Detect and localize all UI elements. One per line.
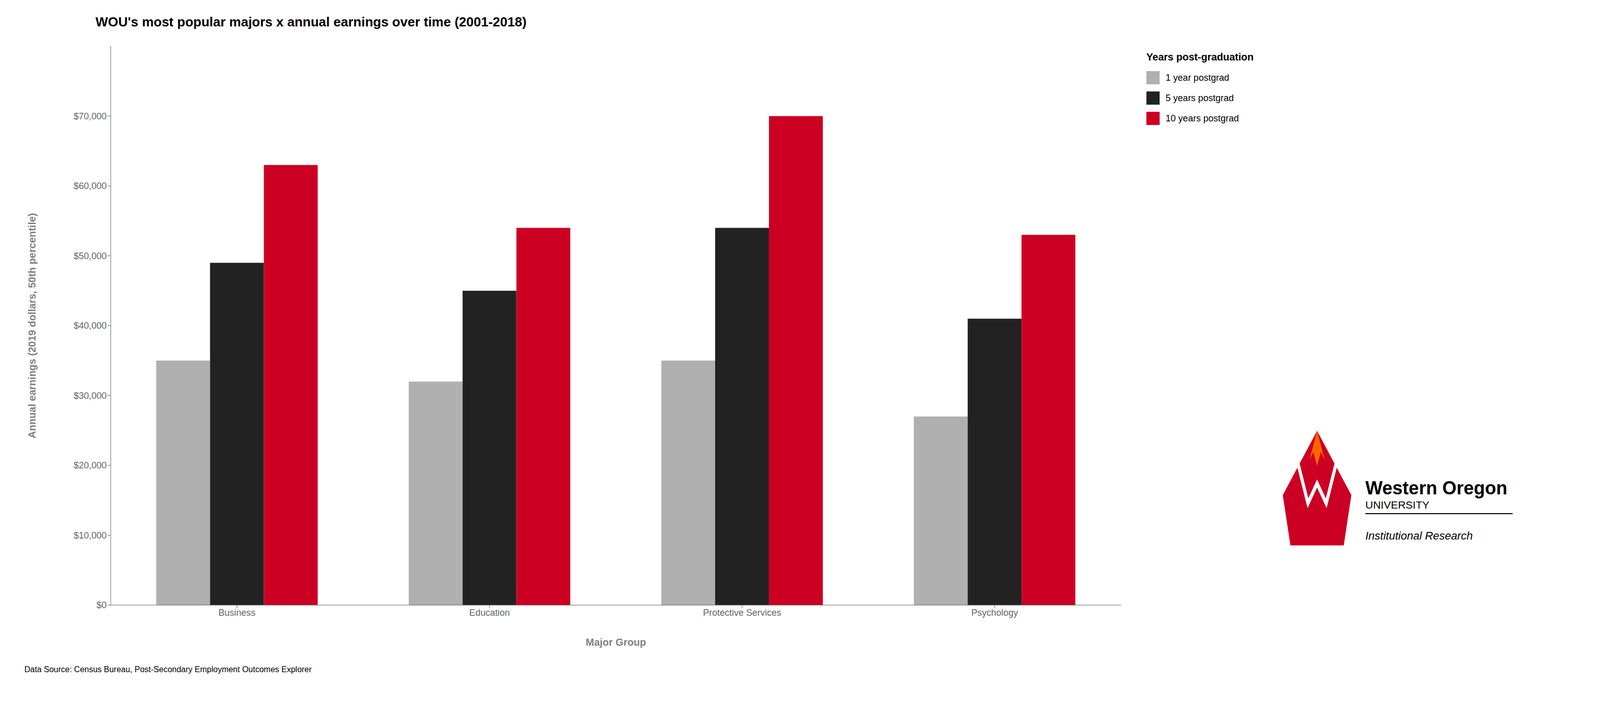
html-text:UNIVERSITY: UNIVERSITY — [1365, 498, 1430, 511]
svg-text:Business: Business — [218, 607, 256, 618]
svg-text:$10,000: $10,000 — [73, 530, 107, 541]
svg-text:$0: $0 — [96, 599, 107, 611]
svg-text:Education: Education — [469, 607, 510, 618]
svg-text:$50,000: $50,000 — [73, 250, 107, 262]
html-text:Years post-graduation: Years post-graduation — [1146, 51, 1254, 63]
svg-text:Psychology: Psychology — [971, 607, 1018, 618]
html-text:WOU's most popular majors x an: WOU's most popular majors x annual earni… — [95, 14, 527, 30]
html-text:5 years postgrad: 5 years postgrad — [1165, 92, 1234, 103]
svg-text:Annual earnings (2019 dollars,: Annual earnings (2019 dollars, 50th perc… — [26, 212, 38, 438]
html-text:Data Source: Census Bureau, Po: Data Source: Census Bureau, Post-Seconda… — [24, 664, 312, 674]
html-text:10 years postgrad: 10 years postgrad — [1165, 113, 1239, 124]
svg-text:$70,000: $70,000 — [73, 111, 107, 122]
html-text:Institutional Research: Institutional Research — [1365, 529, 1473, 542]
svg-text:Protective Services: Protective Services — [702, 607, 782, 618]
svg-text:Major Group: Major Group — [585, 636, 647, 648]
svg-text:$60,000: $60,000 — [73, 180, 107, 191]
html-text:1 year postgrad: 1 year postgrad — [1165, 72, 1230, 83]
html-text:Western Oregon: Western Oregon — [1365, 477, 1508, 499]
svg-text:$20,000: $20,000 — [73, 460, 107, 471]
svg-text:$40,000: $40,000 — [73, 320, 107, 331]
svg-text:$30,000: $30,000 — [73, 390, 107, 401]
